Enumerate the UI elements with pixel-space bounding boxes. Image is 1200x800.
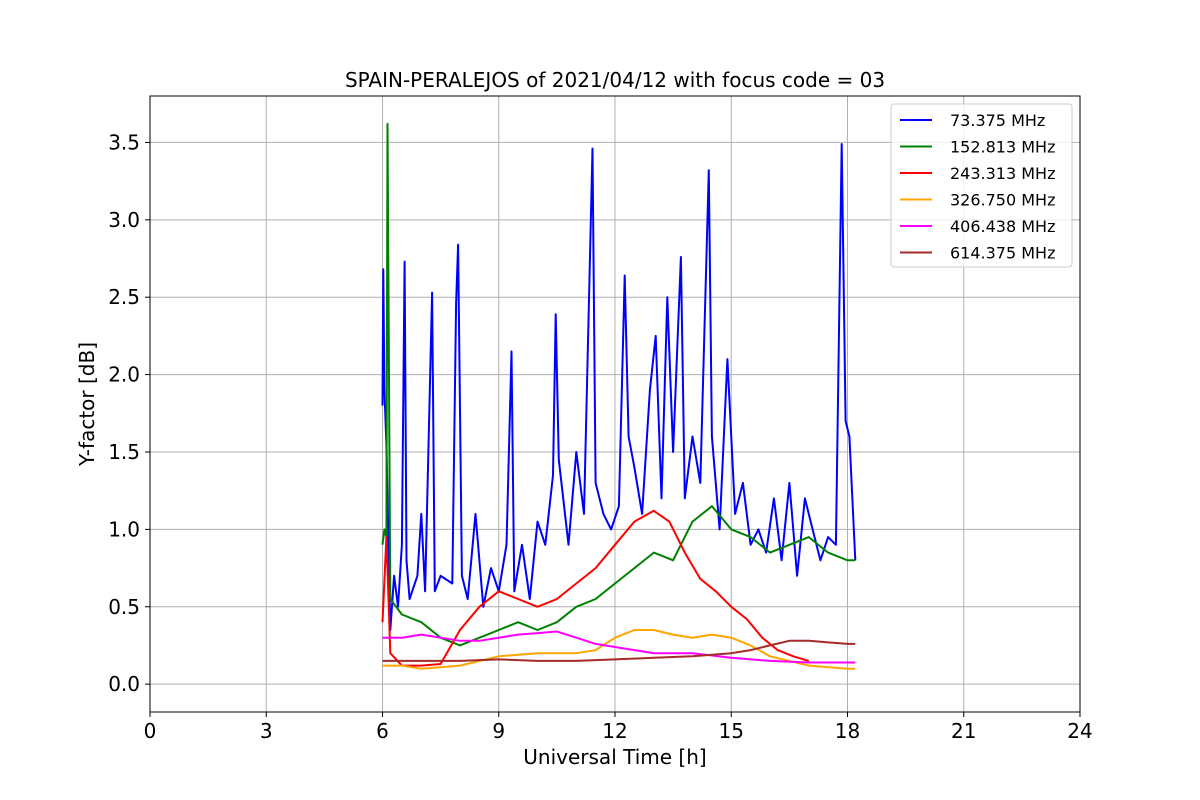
y-tick-label: 1.5 [108, 440, 140, 464]
y-tick-label: 1.0 [108, 517, 140, 541]
series-line-4 [382, 629, 856, 670]
x-tick-label: 0 [144, 719, 157, 743]
legend-label-4: 326.750 MHz [950, 191, 1055, 210]
legend-label-6: 614.375 MHz [950, 244, 1055, 263]
legend-label-3: 243.313 MHz [950, 164, 1055, 183]
series-line-6 [382, 639, 856, 662]
x-tick-label: 21 [951, 719, 976, 743]
series-line-3 [381, 509, 810, 667]
data-series [381, 122, 857, 670]
series-line-2 [381, 122, 856, 647]
legend: 73.375 MHz 152.813 MHz 243.313 MHz 326.750 … [890, 103, 1073, 268]
x-tick-label: 9 [492, 719, 505, 743]
x-tick-label: 3 [260, 719, 273, 743]
y-tick-label: 0.0 [108, 672, 140, 696]
axis-ticks: 0 3 6 9 12 15 18 21 24 0.0 0.5 1.0 1.5 2.0 2.5 3.0 3.5 [108, 130, 1093, 743]
legend-box [890, 103, 1073, 268]
x-tick-label: 24 [1067, 719, 1092, 743]
x-tick-label: 12 [602, 719, 627, 743]
y-axis-label: Y-factor [dB] [75, 342, 99, 467]
legend-label-5: 406.438 MHz [950, 217, 1055, 236]
y-tick-label: 2.0 [108, 363, 140, 387]
x-tick-label: 6 [376, 719, 389, 743]
x-tick-label: 18 [835, 719, 860, 743]
series-line-1 [381, 143, 857, 631]
y-tick-label: 2.5 [108, 285, 140, 309]
x-tick-label: 15 [719, 719, 744, 743]
legend-label-1: 73.375 MHz [950, 111, 1045, 130]
x-axis-label: Universal Time [h] [523, 745, 706, 769]
chart-title: SPAIN-PERALEJOS of 2021/04/12 with focus… [345, 68, 885, 92]
y-tick-label: 3.5 [108, 130, 140, 154]
legend-label-2: 152.813 MHz [950, 138, 1055, 157]
series-line-5 [382, 630, 856, 664]
y-tick-label: 0.5 [108, 595, 140, 619]
y-tick-label: 3.0 [108, 208, 140, 232]
grid-lines [149, 96, 1081, 712]
